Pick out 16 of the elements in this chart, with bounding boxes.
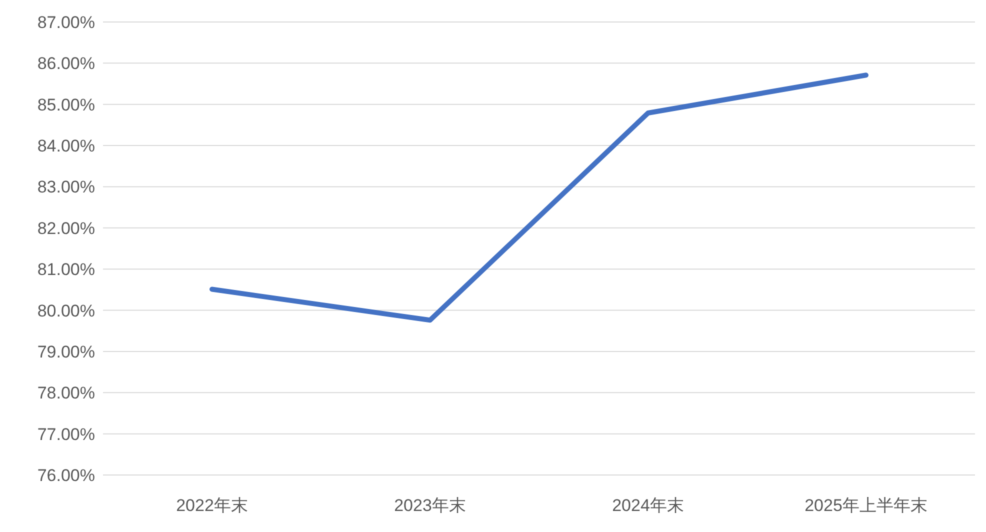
y-tick-label: 78.00% xyxy=(37,384,95,403)
y-tick-label: 85.00% xyxy=(37,95,95,114)
y-tick-label: 81.00% xyxy=(37,260,95,280)
x-tick-label: 2024年末 xyxy=(612,496,684,515)
x-tick-label: 2022年末 xyxy=(176,496,248,515)
x-tick-label: 2025年上半年末 xyxy=(804,496,928,515)
y-tick-label: 79.00% xyxy=(37,342,95,362)
y-tick-label: 77.00% xyxy=(37,424,95,444)
y-tick-label: 82.00% xyxy=(37,218,95,238)
y-tick-label: 87.00% xyxy=(37,13,95,32)
y-tick-label: 86.00% xyxy=(37,54,95,74)
y-tick-label: 80.00% xyxy=(37,301,95,320)
y-tick-label: 83.00% xyxy=(37,178,95,197)
x-tick-label: 2023年末 xyxy=(394,496,466,515)
y-tick-label: 84.00% xyxy=(37,136,95,156)
y-tick-label: 76.00% xyxy=(37,466,95,485)
